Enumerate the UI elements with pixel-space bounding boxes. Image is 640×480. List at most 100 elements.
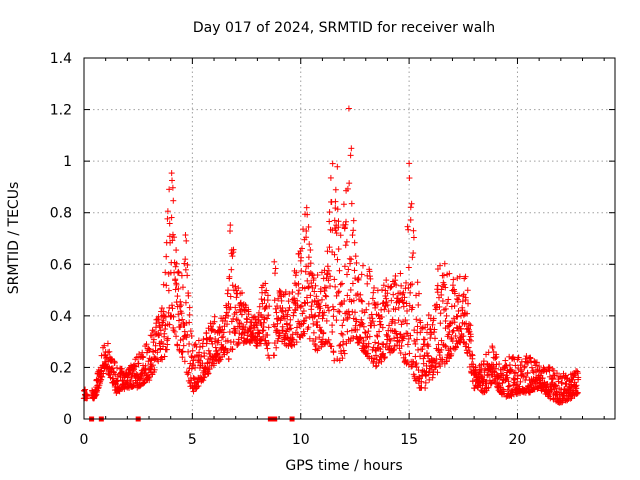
data-point: [225, 356, 232, 363]
data-point: [343, 340, 350, 347]
data-point: [272, 305, 279, 312]
data-point: [338, 280, 345, 287]
data-point: [106, 371, 113, 378]
data-point: [431, 335, 438, 342]
data-point: [421, 336, 428, 343]
data-point: [351, 239, 358, 246]
data-point: [176, 317, 183, 324]
data-point: [305, 263, 312, 270]
data-point: [386, 336, 393, 343]
y-tick-label: 1: [63, 154, 72, 170]
data-point: [312, 342, 319, 349]
data-point: [361, 329, 368, 336]
data-point: [293, 339, 300, 346]
data-point: [152, 331, 159, 338]
data-point: [422, 379, 429, 386]
data-point: [425, 311, 432, 318]
data-point: [255, 316, 262, 323]
data-point: [389, 316, 396, 323]
data-point: [371, 355, 378, 362]
data-point: [140, 353, 147, 360]
data-point: [175, 311, 182, 318]
data-point: [374, 333, 381, 340]
data-point: [367, 275, 374, 282]
data-point: [439, 356, 446, 363]
data-point: [338, 330, 345, 337]
data-point: [259, 300, 266, 307]
data-point: [383, 295, 390, 302]
data-point: [331, 217, 338, 224]
data-point: [254, 333, 261, 340]
data-point: [303, 234, 310, 241]
data-point: [271, 323, 278, 330]
x-tick-label: 15: [400, 432, 418, 448]
data-point: [327, 283, 334, 290]
data-point: [258, 296, 265, 303]
data-point: [333, 292, 340, 299]
data-points: [80, 105, 582, 406]
data-point: [230, 338, 237, 345]
data-point: [371, 284, 378, 291]
data-point: [271, 258, 278, 265]
data-point: [263, 287, 270, 294]
data-point: [298, 268, 305, 275]
data-point: [265, 339, 272, 346]
data-point: [158, 305, 165, 312]
data-point: [343, 271, 350, 278]
data-point: [358, 316, 365, 323]
data-point: [419, 367, 426, 374]
data-point: [369, 295, 376, 302]
data-point: [414, 323, 421, 330]
data-point: [200, 374, 207, 381]
data-point: [304, 299, 311, 306]
data-point: [438, 346, 445, 353]
data-point: [384, 302, 391, 309]
data-point: [348, 145, 355, 152]
data-point: [326, 209, 333, 216]
data-point: [264, 332, 271, 339]
data-point: [195, 337, 202, 344]
data-point: [422, 372, 429, 379]
data-point: [162, 269, 169, 276]
data-point: [104, 340, 111, 347]
data-point: [373, 332, 380, 339]
data-point: [293, 324, 300, 331]
data-point: [442, 342, 449, 349]
data-point: [265, 324, 272, 331]
data-point: [298, 302, 305, 309]
data-point: [408, 200, 415, 207]
data-point: [410, 250, 417, 257]
data-point: [303, 294, 310, 301]
data-point: [358, 271, 365, 278]
data-point: [341, 298, 348, 305]
data-point: [341, 350, 348, 357]
data-point: [407, 216, 414, 223]
data-point: [305, 223, 312, 230]
data-point: [172, 277, 179, 284]
data-point: [184, 272, 191, 279]
data-point: [178, 272, 185, 279]
data-point: [175, 269, 182, 276]
data-point: [222, 317, 229, 324]
data-point: [344, 316, 351, 323]
data-point: [163, 282, 170, 289]
data-point: [315, 300, 322, 307]
data-point: [274, 303, 281, 310]
data-point: [183, 320, 190, 327]
data-point: [372, 304, 379, 311]
data-point: [354, 326, 361, 333]
data-point: [166, 321, 173, 328]
data-point: [417, 319, 424, 326]
data-point: [164, 215, 171, 222]
data-point: [179, 316, 186, 323]
data-point: [178, 302, 185, 309]
data-point: [300, 318, 307, 325]
data-point: [440, 272, 447, 279]
y-tick-label: 0.8: [50, 206, 72, 222]
data-point: [365, 300, 372, 307]
x-tick-label: 5: [188, 432, 197, 448]
data-point: [438, 286, 445, 293]
data-point: [318, 296, 325, 303]
data-point: [370, 289, 377, 296]
data-point: [113, 378, 120, 385]
